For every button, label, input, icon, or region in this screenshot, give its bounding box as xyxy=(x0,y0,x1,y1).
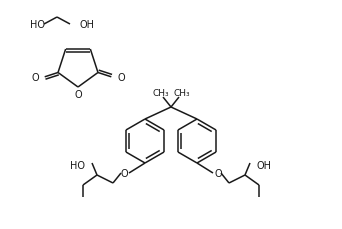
Text: CH₃: CH₃ xyxy=(173,89,189,98)
Text: O: O xyxy=(74,90,82,100)
Text: OH: OH xyxy=(79,20,94,30)
Text: OH: OH xyxy=(257,160,272,170)
Text: O: O xyxy=(120,168,128,178)
Text: CH₃: CH₃ xyxy=(153,89,169,98)
Text: HO: HO xyxy=(70,160,85,170)
Text: O: O xyxy=(31,73,39,82)
Text: O: O xyxy=(117,73,125,82)
Text: O: O xyxy=(214,168,222,178)
Text: HO: HO xyxy=(30,20,45,30)
